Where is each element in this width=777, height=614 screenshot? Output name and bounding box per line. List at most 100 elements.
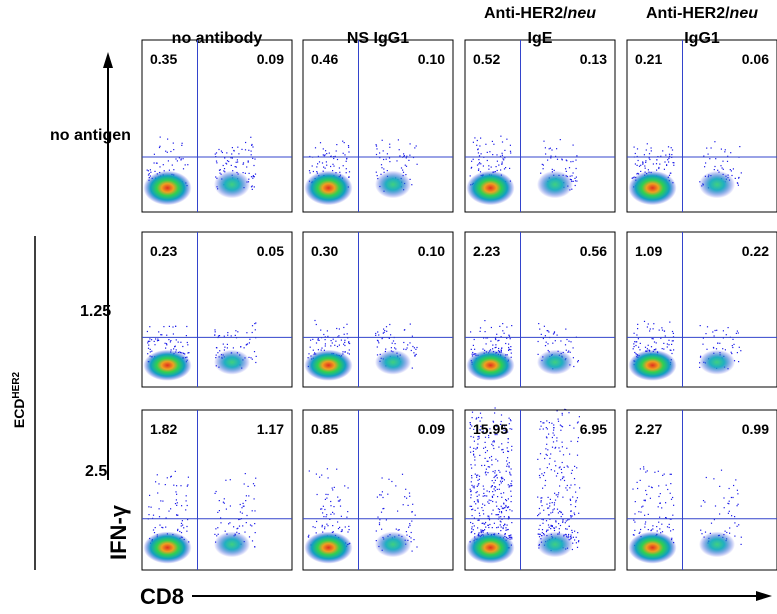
dot [327, 477, 329, 479]
dot [172, 326, 174, 328]
dot [251, 540, 254, 542]
dot [473, 428, 475, 430]
dot [342, 351, 344, 353]
dot [563, 476, 565, 478]
dot [556, 334, 558, 336]
dot [472, 486, 474, 488]
dot [506, 447, 508, 449]
dot [665, 484, 667, 486]
dot [553, 529, 556, 532]
dot [634, 529, 636, 531]
dot [339, 526, 341, 528]
dot [507, 528, 509, 531]
dot [314, 526, 316, 529]
dot [537, 340, 539, 343]
dot [574, 539, 576, 541]
dot [569, 175, 571, 177]
dot [659, 528, 661, 530]
dot [543, 472, 546, 474]
dot [720, 165, 722, 167]
dot [496, 434, 498, 436]
dot [672, 496, 674, 499]
dot [668, 526, 670, 529]
plot-frame [141, 409, 293, 571]
dot [500, 169, 502, 171]
dot [239, 511, 241, 513]
dot [486, 159, 488, 162]
dot [470, 348, 472, 350]
dot [408, 492, 411, 494]
column-headers: no antibody NS IgG1Anti-HER2/neuIgEAnti-H… [50, 5, 758, 480]
dot [569, 499, 572, 501]
dot [335, 340, 337, 342]
dot [671, 343, 673, 345]
dot [250, 136, 252, 138]
dot [556, 410, 558, 412]
dot [324, 528, 326, 530]
dot [147, 342, 149, 344]
dot [498, 164, 500, 166]
dot [499, 520, 501, 522]
dot [164, 342, 166, 344]
dot [323, 155, 325, 157]
dot [565, 170, 567, 172]
dot [549, 505, 551, 507]
row-label: 2.5 [85, 463, 107, 480]
dot [335, 150, 337, 152]
dot [639, 479, 641, 481]
dot [672, 336, 675, 338]
dot [504, 432, 506, 434]
dot [720, 148, 722, 150]
dot [214, 334, 216, 336]
dot [386, 170, 388, 172]
dot [494, 472, 496, 474]
dot [405, 157, 407, 159]
dot [547, 449, 549, 451]
dot [705, 333, 707, 335]
dot [251, 325, 254, 327]
dot [401, 473, 404, 475]
dot [561, 426, 564, 428]
dot [562, 513, 564, 515]
dot [565, 528, 567, 530]
dot [665, 154, 667, 156]
dot [556, 508, 559, 510]
dot [344, 485, 346, 487]
dot [649, 330, 651, 332]
dot [477, 169, 480, 171]
dot [636, 341, 638, 343]
dot [731, 515, 733, 517]
dot [730, 152, 732, 154]
dot [165, 526, 167, 528]
dot [490, 166, 492, 168]
dot [559, 450, 561, 452]
dot [473, 487, 475, 489]
dot [634, 351, 636, 354]
dot [552, 333, 555, 335]
dot [215, 490, 217, 493]
dot [481, 417, 483, 419]
dot [568, 525, 570, 527]
dot [411, 367, 413, 369]
dot [326, 330, 328, 332]
dot [333, 513, 335, 515]
dot [576, 467, 578, 469]
dot [476, 429, 478, 431]
dot [738, 176, 740, 179]
dot [339, 505, 342, 507]
dot [542, 337, 544, 340]
dot [491, 513, 493, 515]
dot [375, 171, 377, 173]
dot [332, 511, 334, 513]
dot [175, 499, 177, 501]
dot [511, 325, 513, 327]
dot [472, 158, 474, 160]
dot [555, 526, 557, 528]
dot [477, 519, 479, 521]
upper-right-percent: 0.06 [742, 51, 769, 67]
dot [375, 145, 378, 147]
dot [381, 338, 383, 340]
dot [564, 522, 566, 524]
dot [225, 508, 227, 510]
dot [377, 340, 379, 342]
